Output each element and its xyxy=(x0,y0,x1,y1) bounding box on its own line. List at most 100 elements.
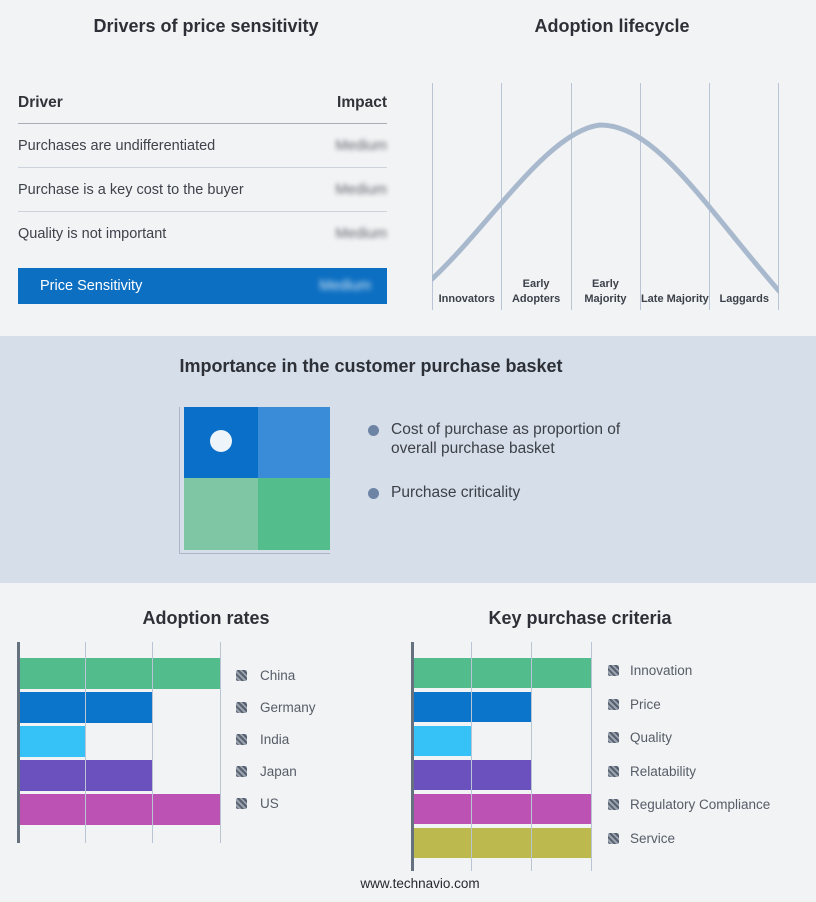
basket-title: Importance in the customer purchase bask… xyxy=(179,356,563,376)
adoption-rates-title: Adoption rates xyxy=(142,608,270,628)
drivers-title: Drivers of price sensitivity xyxy=(93,16,319,36)
table-row: Purchases are undifferentiated Medium xyxy=(18,124,387,168)
bullet-text: Purchase criticality xyxy=(391,483,521,501)
quadrant-marker-dot xyxy=(210,430,232,452)
footer-url: www.technavio.com xyxy=(360,876,480,891)
gridline xyxy=(530,642,532,871)
stage-label: Laggards xyxy=(719,292,770,305)
legend-label: Quality xyxy=(630,730,673,746)
bar-regulatory-compliance xyxy=(412,794,591,824)
legend-item: Regulatory Compliance xyxy=(608,788,770,822)
gridline xyxy=(590,642,592,871)
criteria-title: Key purchase criteria xyxy=(488,608,672,628)
basket-bullets: Cost of purchase as proportion of overal… xyxy=(368,420,626,526)
legend-label: Price xyxy=(630,696,661,712)
bullet-icon xyxy=(368,425,379,436)
stage-label: Late Majority xyxy=(640,292,709,305)
bullet-icon xyxy=(368,487,379,499)
legend-marker-icon xyxy=(236,733,247,745)
quadrant-cell-bottom-right xyxy=(258,478,330,550)
bar-us xyxy=(18,794,220,825)
stage-label: Early Majority xyxy=(584,278,627,305)
gridline xyxy=(84,642,86,843)
bar-quality xyxy=(412,726,472,756)
bar-service xyxy=(412,828,591,858)
bar-china xyxy=(18,658,220,689)
drivers-table-rows: Purchases are undifferentiated Medium Purc… xyxy=(18,124,387,255)
legend-marker-icon xyxy=(608,765,619,777)
legend-item: India xyxy=(236,723,316,755)
legend-label: Innovation xyxy=(630,663,693,679)
legend-marker-icon xyxy=(236,701,247,713)
lifecycle-chart xyxy=(432,83,779,310)
adoption-rates-legend: China Germany India Japan US xyxy=(236,659,316,819)
bullet-text: Cost of purchase as proportion of overal… xyxy=(391,421,621,458)
quadrant-cell-top-right xyxy=(258,407,330,478)
legend-marker-icon xyxy=(608,799,619,811)
legend-label: US xyxy=(260,795,279,811)
gridline xyxy=(152,642,154,843)
price-sensitivity-label: Price Sensitivity xyxy=(40,278,143,294)
driver-cell: Purchases are undifferentiated xyxy=(18,137,216,154)
bars xyxy=(412,642,591,871)
legend-marker-icon xyxy=(236,669,247,681)
legend-marker-icon xyxy=(608,832,619,844)
stage-label: Innovators xyxy=(438,292,495,305)
bars xyxy=(18,642,220,843)
legend-label: China xyxy=(260,667,296,683)
lifecycle-stage-labels: Innovators Early Adopters Early Majority La… xyxy=(432,270,779,306)
quadrant-axes xyxy=(179,407,330,554)
legend-label: Service xyxy=(630,830,676,846)
legend-label: India xyxy=(260,731,290,747)
legend-item: Japan xyxy=(236,755,316,787)
legend-marker-icon xyxy=(608,732,619,744)
price-sensitivity-row: Price Sensitivity Medium xyxy=(18,268,387,304)
bullet-item: Purchase criticality xyxy=(368,483,626,502)
criteria-legend: Innovation Price Quality Relatability Regula… xyxy=(608,654,770,855)
axis-line xyxy=(16,642,20,843)
legend-label: Relatability xyxy=(630,763,697,779)
legend-item: Innovation xyxy=(608,654,770,688)
legend-item: Price xyxy=(608,688,770,722)
legend-item: US xyxy=(236,787,316,819)
lifecycle-curve xyxy=(432,122,779,294)
lifecycle-title: Adoption lifecycle xyxy=(534,16,690,36)
gridline xyxy=(471,642,473,871)
criteria-plot xyxy=(410,642,592,871)
legend-marker-icon xyxy=(608,698,619,710)
stage-label: Early Adopters xyxy=(511,278,561,305)
legend-marker-icon xyxy=(236,797,247,809)
impact-cell: Medium xyxy=(335,137,387,154)
table-row: Purchase is a key cost to the buyer Mediu… xyxy=(18,168,387,212)
driver-cell: Purchase is a key cost to the buyer xyxy=(18,181,244,198)
bar-innovation xyxy=(412,658,591,688)
legend-marker-icon xyxy=(236,765,247,777)
price-sensitivity-impact: Medium xyxy=(319,278,371,294)
bar-india xyxy=(18,726,86,757)
impact-cell: Medium xyxy=(335,225,387,242)
table-row: Quality is not important Medium xyxy=(18,212,387,255)
legend-item: Germany xyxy=(236,691,316,723)
column-header-driver: Driver xyxy=(18,94,63,111)
impact-cell: Medium xyxy=(335,181,387,198)
quadrant-cell-bottom-left xyxy=(184,478,258,550)
gridline xyxy=(219,642,221,843)
driver-cell: Quality is not important xyxy=(18,225,167,242)
axis-line xyxy=(410,642,414,871)
legend-marker-icon xyxy=(608,665,619,677)
legend-label: Regulatory Compliance xyxy=(630,797,771,813)
column-header-impact: Impact xyxy=(337,94,387,111)
legend-item: China xyxy=(236,659,316,691)
legend-label: Japan xyxy=(260,763,297,779)
legend-item: Relatability xyxy=(608,755,770,789)
purchase-basket-band: Importance in the customer purchase bask… xyxy=(0,336,816,583)
drivers-table: Driver Impact Purchases are undifferenti… xyxy=(18,94,387,304)
adoption-rates-plot xyxy=(16,642,221,843)
drivers-table-header: Driver Impact xyxy=(18,94,387,124)
legend-label: Germany xyxy=(260,699,316,715)
legend-item: Service xyxy=(608,822,770,856)
lifecycle-gridlines xyxy=(432,83,779,310)
quadrant-chart xyxy=(184,407,330,550)
bullet-item: Cost of purchase as proportion of overal… xyxy=(368,420,626,459)
